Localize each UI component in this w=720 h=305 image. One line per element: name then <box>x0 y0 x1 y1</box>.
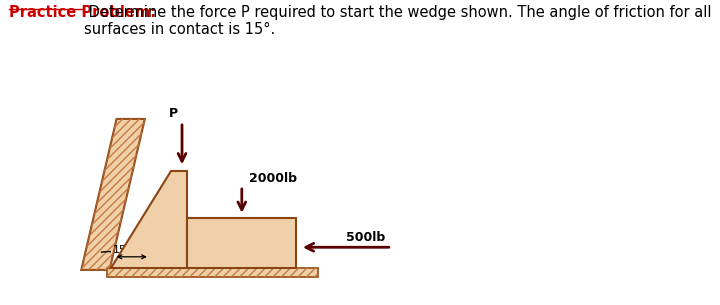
Bar <box>187 218 297 268</box>
Text: 15°: 15° <box>112 245 132 255</box>
Text: 500lb: 500lb <box>346 231 385 244</box>
Polygon shape <box>107 268 318 277</box>
Polygon shape <box>81 119 145 270</box>
Text: Practice Problem:: Practice Problem: <box>9 5 156 20</box>
Polygon shape <box>111 171 187 268</box>
Text: 2000lb: 2000lb <box>249 171 297 185</box>
Text: Determine the force P required to start the wedge shown. The angle of friction f: Determine the force P required to start … <box>84 5 711 37</box>
Text: P: P <box>169 106 178 120</box>
